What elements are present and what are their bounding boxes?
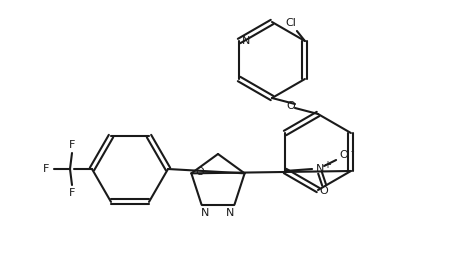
Text: F: F [43, 164, 49, 174]
Text: N: N [242, 36, 250, 46]
Text: N: N [226, 208, 235, 218]
Text: O: O [340, 150, 348, 160]
Text: Cl: Cl [285, 18, 296, 28]
Text: O: O [195, 167, 204, 177]
Text: +: + [323, 160, 331, 170]
Text: F: F [69, 140, 75, 150]
Text: N: N [316, 164, 324, 174]
Text: O: O [287, 101, 295, 111]
Text: -: - [350, 146, 354, 156]
Text: O: O [320, 186, 328, 196]
Text: N: N [201, 208, 210, 218]
Text: F: F [69, 188, 75, 198]
